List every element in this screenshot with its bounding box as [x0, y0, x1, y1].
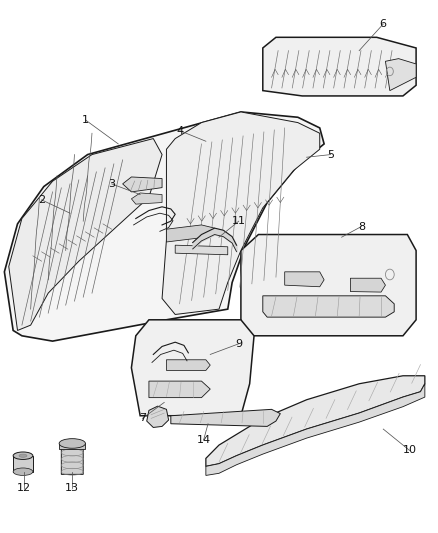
Polygon shape	[206, 384, 425, 475]
Text: 1: 1	[82, 115, 89, 125]
Text: 2: 2	[38, 195, 45, 205]
Polygon shape	[385, 59, 416, 91]
Polygon shape	[61, 445, 83, 474]
Polygon shape	[4, 112, 324, 341]
Polygon shape	[350, 278, 385, 292]
Polygon shape	[123, 177, 162, 192]
Polygon shape	[171, 409, 280, 426]
Polygon shape	[131, 193, 162, 204]
Polygon shape	[9, 139, 162, 330]
Polygon shape	[166, 360, 210, 370]
Text: 14: 14	[197, 435, 211, 445]
Polygon shape	[166, 225, 215, 242]
Text: 5: 5	[327, 150, 334, 159]
Text: 13: 13	[65, 483, 79, 492]
Text: 10: 10	[403, 446, 417, 455]
Polygon shape	[241, 235, 416, 336]
Ellipse shape	[13, 452, 33, 459]
Ellipse shape	[13, 468, 33, 475]
Polygon shape	[263, 37, 416, 96]
Text: 4: 4	[176, 126, 183, 135]
Text: 3: 3	[108, 179, 115, 189]
Polygon shape	[59, 443, 85, 449]
Polygon shape	[175, 245, 228, 255]
Text: 7: 7	[139, 414, 146, 423]
Polygon shape	[13, 456, 33, 472]
Polygon shape	[285, 272, 324, 287]
Polygon shape	[162, 112, 320, 314]
Text: 8: 8	[358, 222, 365, 231]
Ellipse shape	[19, 454, 27, 457]
Text: 12: 12	[17, 483, 31, 492]
Text: 11: 11	[232, 216, 246, 226]
Text: 9: 9	[235, 339, 242, 349]
Text: 6: 6	[380, 19, 387, 29]
Polygon shape	[263, 296, 394, 317]
Polygon shape	[131, 320, 254, 416]
Ellipse shape	[61, 441, 83, 449]
Polygon shape	[206, 376, 425, 466]
Ellipse shape	[59, 439, 85, 448]
Polygon shape	[147, 406, 169, 427]
Polygon shape	[149, 381, 210, 398]
